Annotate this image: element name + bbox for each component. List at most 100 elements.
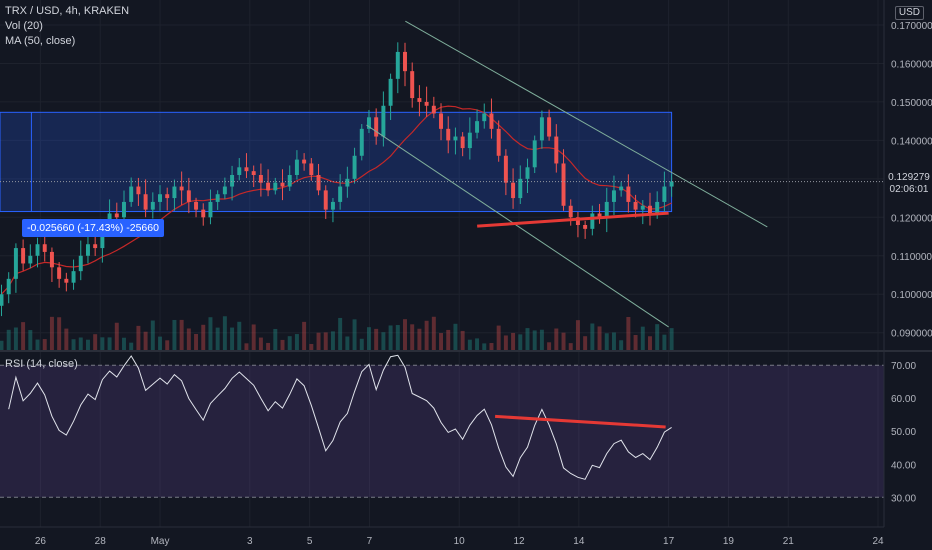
volume-bar xyxy=(640,326,645,350)
candle-body xyxy=(575,217,580,225)
time-tick-label: 24 xyxy=(872,536,884,547)
volume-bar xyxy=(467,339,472,350)
candle-body xyxy=(323,190,328,210)
volume-bar xyxy=(575,320,580,350)
volume-bar xyxy=(201,324,206,350)
candle-body xyxy=(439,113,444,129)
candle-body xyxy=(266,182,271,191)
ma-legend[interactable]: MA (50, close) xyxy=(5,35,76,47)
volume-bar xyxy=(568,343,573,350)
volume-bar xyxy=(194,333,199,350)
volume-bar xyxy=(100,337,105,350)
candle-body xyxy=(590,213,595,229)
volume-bar xyxy=(316,332,321,350)
volume-bar xyxy=(366,327,371,350)
candle-body xyxy=(208,201,213,218)
volume-bar xyxy=(258,337,263,350)
volume-bar xyxy=(655,324,660,350)
drawing-tools xyxy=(0,20,884,328)
price-tick-label: 0.160000 xyxy=(891,59,932,70)
candle-body xyxy=(648,205,652,214)
time-tick-label: 14 xyxy=(573,536,585,547)
candle-body xyxy=(6,278,11,295)
candle-body xyxy=(57,267,62,279)
candle-body xyxy=(143,194,148,210)
volume-bar xyxy=(71,339,76,350)
candle-body xyxy=(460,136,465,149)
volume-bar xyxy=(482,343,487,350)
volume-bar xyxy=(554,328,559,350)
candle-body xyxy=(273,182,278,191)
volume-bar xyxy=(525,328,530,350)
time-tick-label: 12 xyxy=(513,536,525,547)
volume-bar xyxy=(532,330,537,350)
volume-bar xyxy=(309,343,314,350)
candle-body xyxy=(381,105,386,137)
volume-bar xyxy=(410,324,415,350)
volume-bar xyxy=(503,335,508,350)
volume-bar xyxy=(107,337,112,350)
candle-body xyxy=(568,205,573,218)
volume-bar xyxy=(648,336,652,350)
candle-body xyxy=(489,113,494,129)
candle-body xyxy=(122,201,126,218)
price-range-measure-label[interactable]: -0.025660 (-17.43%) -25660 xyxy=(22,219,164,237)
time-tick-label: 7 xyxy=(367,536,373,547)
candle-body xyxy=(633,201,638,210)
volume-bar xyxy=(590,323,595,350)
volume-bar xyxy=(475,338,480,350)
volume-bar xyxy=(230,327,235,350)
rsi-legend[interactable]: RSI (14, close) xyxy=(5,358,78,370)
candle-body xyxy=(417,98,422,102)
channel-upper-line xyxy=(405,20,768,228)
symbol-legend[interactable]: TRX / USD, 4h, KRAKEN xyxy=(5,5,130,17)
rsi-tick-label: 60.00 xyxy=(891,394,916,405)
rsi-band xyxy=(0,365,884,498)
volume-bar xyxy=(186,328,191,350)
volume-bar xyxy=(496,325,501,350)
currency-badge[interactable]: USD xyxy=(894,6,924,20)
candle-body xyxy=(64,278,69,283)
candle-body xyxy=(294,159,299,175)
candle-body xyxy=(503,155,508,183)
candle-body xyxy=(302,159,307,164)
volume-bar xyxy=(251,324,256,350)
time-tick-label: 28 xyxy=(95,536,107,547)
volume-bar xyxy=(266,342,271,350)
volume-bar xyxy=(395,325,400,350)
candle-body xyxy=(532,140,537,168)
volume-bar xyxy=(143,331,148,350)
candle-body xyxy=(410,71,415,99)
volume-bars xyxy=(0,316,674,350)
volume-bar xyxy=(388,325,393,350)
volume-bar xyxy=(6,329,11,350)
candle-body xyxy=(85,244,90,256)
volume-bar xyxy=(0,340,4,350)
volume-legend[interactable]: Vol (20) xyxy=(5,20,43,32)
candle-body xyxy=(165,194,170,199)
rsi-tick-label: 40.00 xyxy=(891,460,916,471)
candle-body xyxy=(42,244,47,252)
candle-body xyxy=(547,117,552,137)
price-tick-label: 0.170000 xyxy=(891,21,932,32)
candle-body xyxy=(287,175,292,187)
rsi-tick-label: 50.00 xyxy=(891,427,916,438)
candle-body xyxy=(186,190,191,202)
rsi-indicator xyxy=(0,354,884,498)
candle-body xyxy=(626,186,631,202)
candle-body xyxy=(539,117,544,141)
candle-body xyxy=(482,113,487,122)
volume-bar xyxy=(381,332,386,350)
candle-body xyxy=(49,251,54,268)
candle-body xyxy=(669,181,674,187)
candle-body xyxy=(150,201,155,210)
time-tick-label: May xyxy=(151,536,170,547)
candle-body xyxy=(136,186,141,195)
candle-body xyxy=(129,186,134,202)
volume-bar xyxy=(280,339,285,350)
last-price-label: 0.129279 xyxy=(886,172,932,184)
candle-body xyxy=(71,271,76,283)
chart-legend: TRX / USD, 4h, KRAKEN Vol (20) MA (50, c… xyxy=(5,4,129,49)
candle-body xyxy=(518,178,523,199)
